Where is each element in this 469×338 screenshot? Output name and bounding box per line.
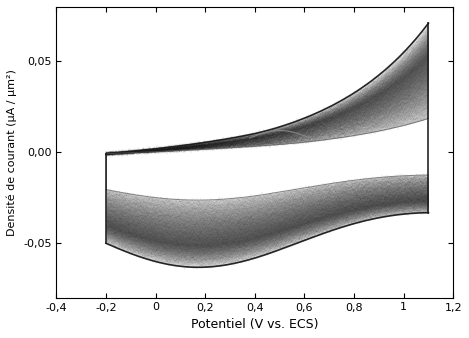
- X-axis label: Potentiel (V vs. ECS): Potentiel (V vs. ECS): [191, 318, 318, 331]
- Y-axis label: Densité de courant (μA / μm²): Densité de courant (μA / μm²): [7, 69, 17, 236]
